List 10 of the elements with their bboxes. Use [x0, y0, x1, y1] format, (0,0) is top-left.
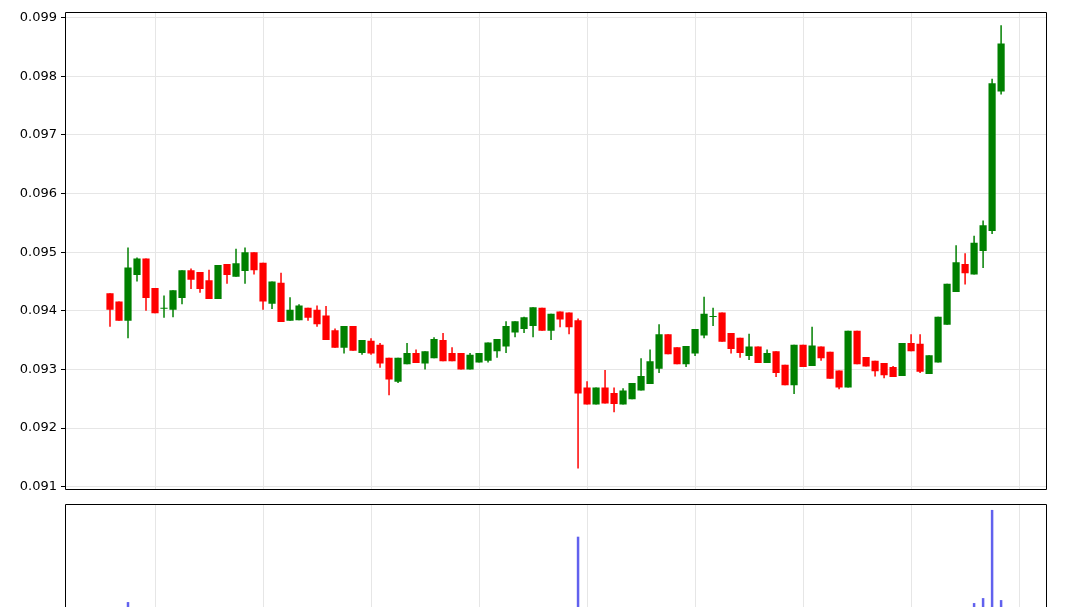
- y-tick-label: 0.095: [19, 243, 57, 259]
- y-tick-label: 0.094: [19, 302, 57, 318]
- y-tick-label: 0.099: [19, 9, 57, 25]
- y-tick-label: 0.098: [19, 67, 57, 83]
- y-tick-label: 0.097: [19, 126, 57, 142]
- y-tick-label: 0.092: [19, 419, 57, 435]
- y-tick-label: 0.091: [19, 478, 57, 494]
- y-tick-label: 0.093: [19, 360, 57, 376]
- y-tick-label: 0.096: [19, 184, 57, 200]
- candlestick: [961, 253, 969, 285]
